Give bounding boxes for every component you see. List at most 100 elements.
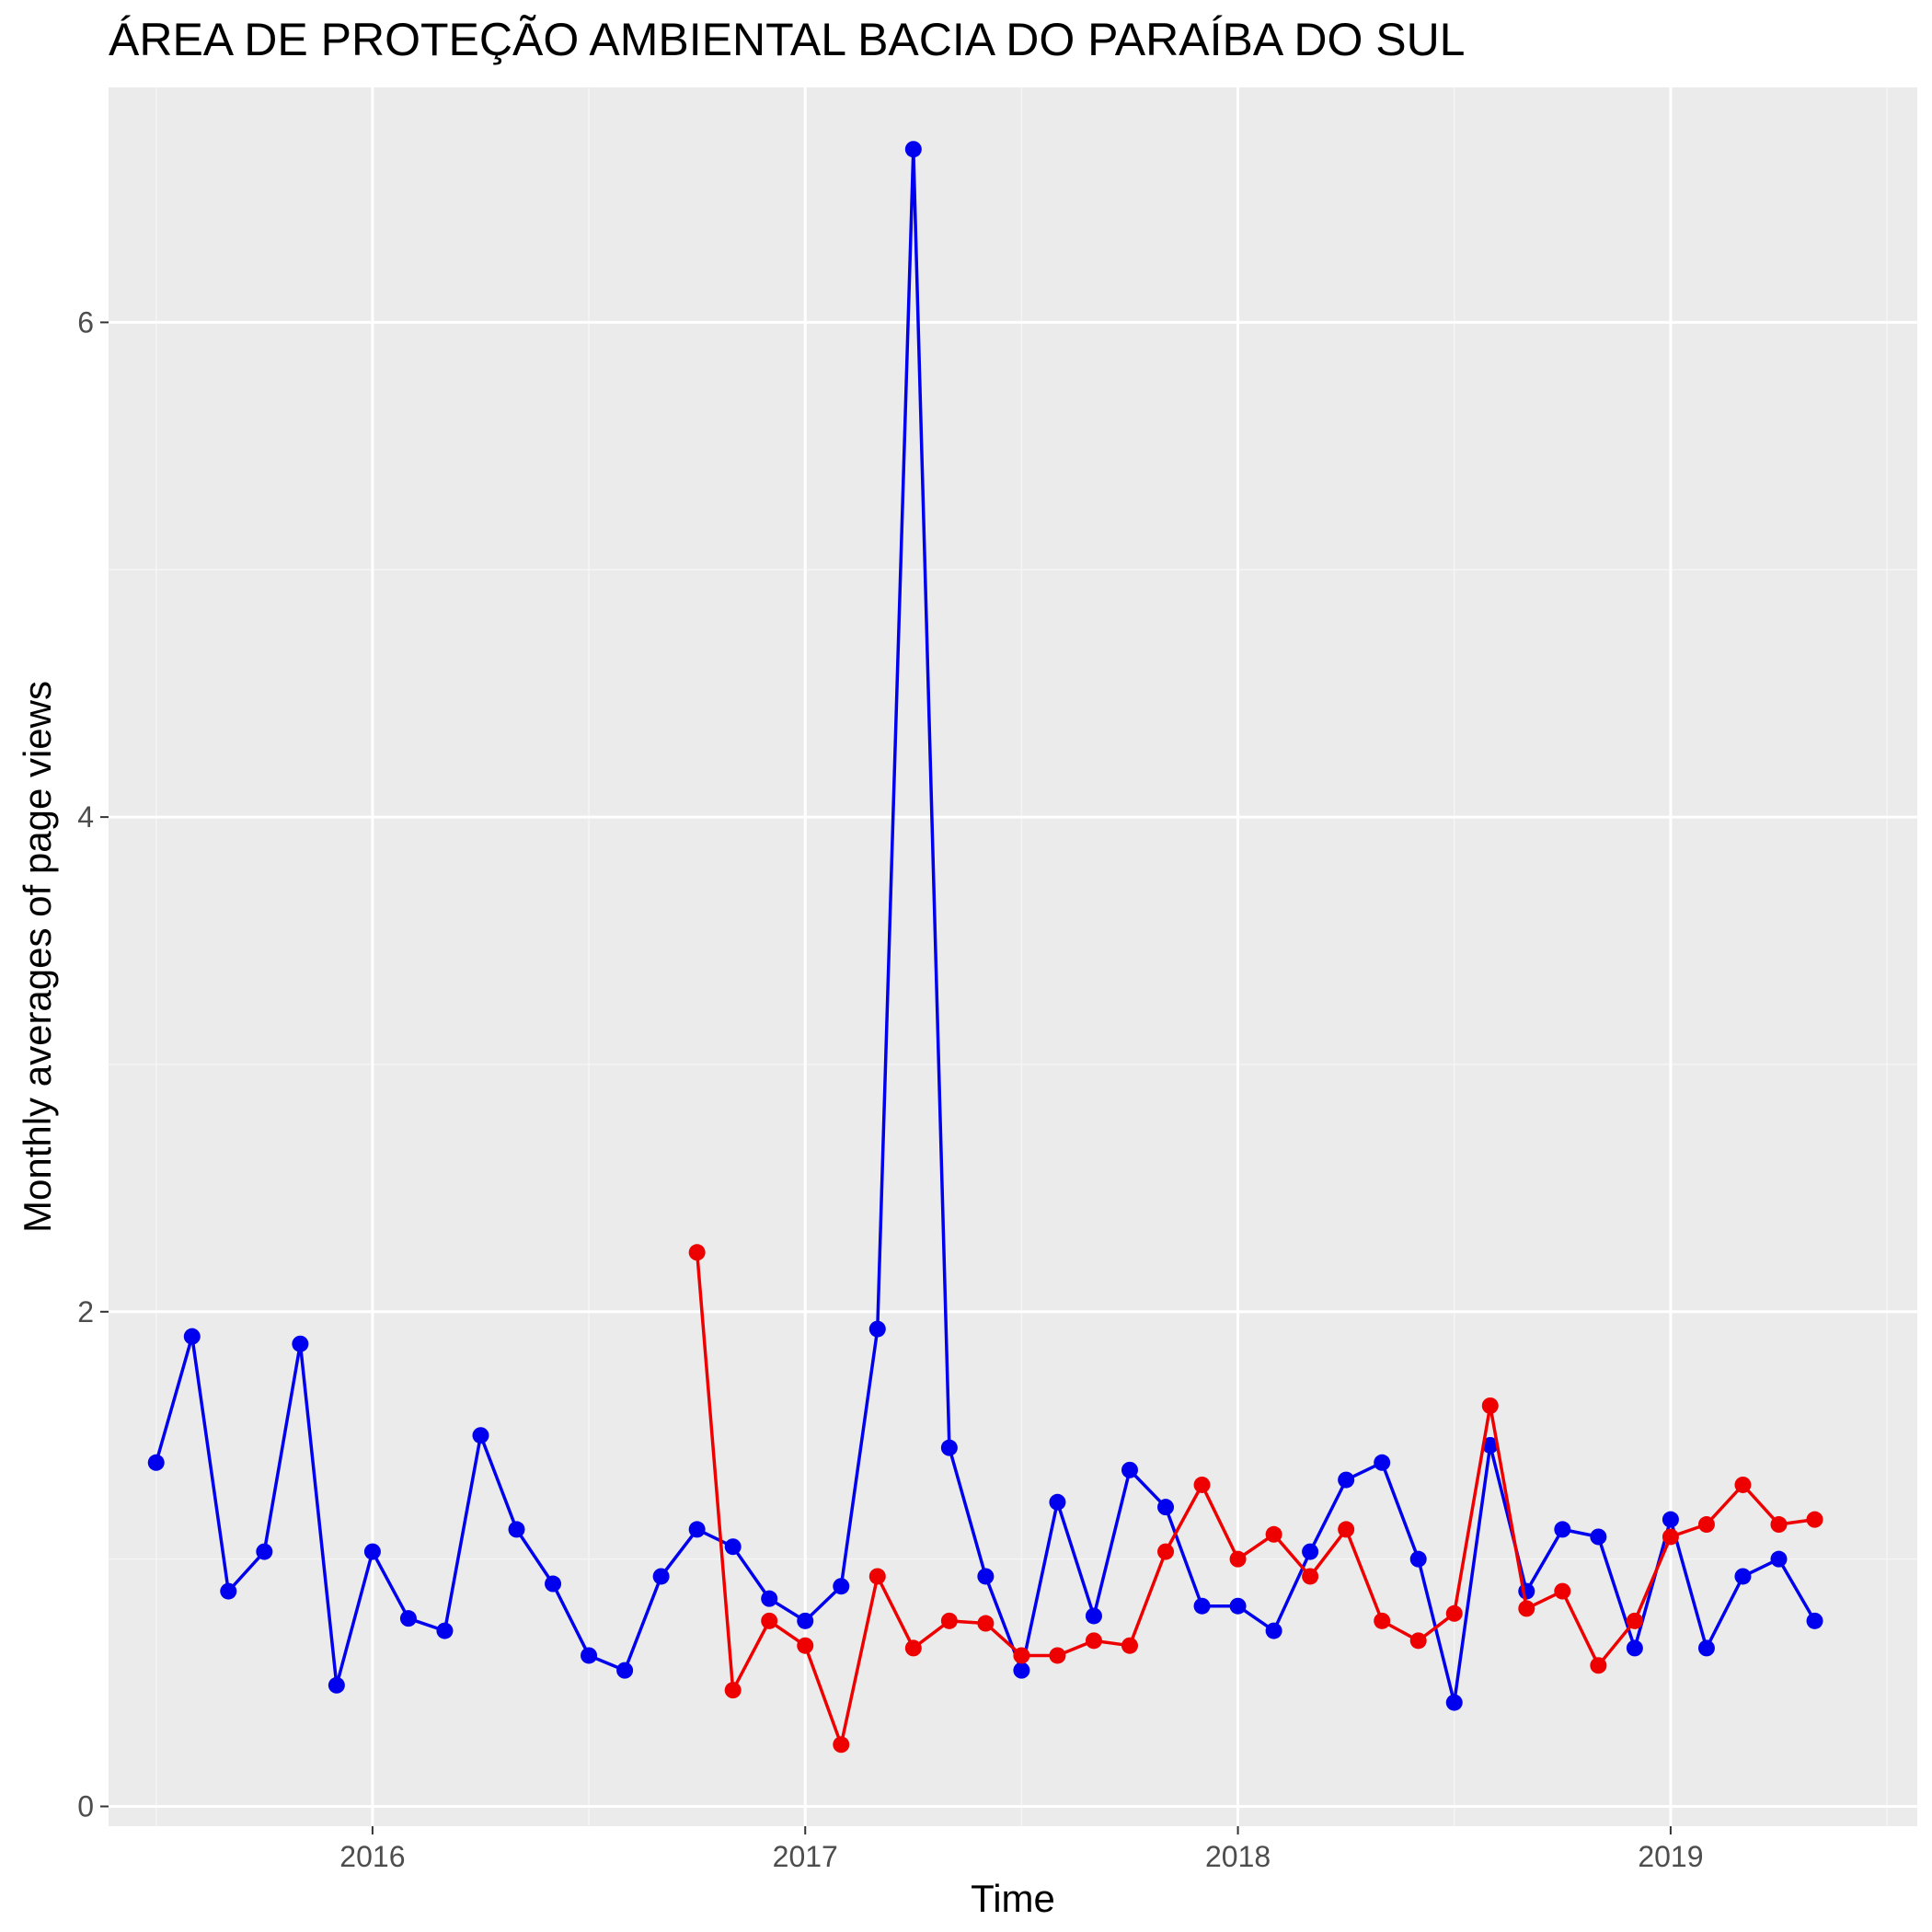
series-1-point xyxy=(472,1427,489,1444)
series-2-point xyxy=(1157,1543,1175,1560)
series-1-point xyxy=(1013,1662,1030,1679)
x-tick-label: 2018 xyxy=(1205,1840,1271,1873)
series-1-point xyxy=(581,1647,598,1664)
series-2-point xyxy=(724,1682,742,1699)
series-1-point xyxy=(688,1521,706,1538)
series-2-point xyxy=(688,1244,706,1261)
x-axis-tick-labels: 2016 2017 2018 2019 xyxy=(339,1840,1703,1873)
series-1-point xyxy=(1697,1639,1715,1657)
y-tick-label: 2 xyxy=(77,1295,94,1328)
series-2-point xyxy=(797,1637,814,1654)
series-2-point xyxy=(1770,1516,1788,1534)
y-axis-tick-labels: 0 2 4 6 xyxy=(77,305,94,1823)
series-2-point xyxy=(1265,1525,1282,1543)
series-1-point xyxy=(183,1328,201,1345)
major-gridlines xyxy=(109,87,1917,1826)
series-1-point xyxy=(1770,1550,1788,1568)
x-tick-label: 2019 xyxy=(1638,1840,1703,1873)
series-2-point xyxy=(1085,1632,1102,1650)
series-1-point xyxy=(1229,1597,1247,1615)
minor-gridlines xyxy=(109,87,1917,1826)
series-1 xyxy=(147,141,1823,1711)
series-1-point xyxy=(1193,1597,1211,1615)
series-2-point xyxy=(761,1612,778,1629)
series-2-point xyxy=(1806,1511,1823,1528)
series-1-point xyxy=(1445,1694,1463,1711)
series-1-point xyxy=(1626,1639,1643,1657)
series-1-point xyxy=(1662,1511,1679,1528)
series-1-point xyxy=(363,1543,381,1560)
chart-title: ÁREA DE PROTEÇÃO AMBIENTAL BACIA DO PARA… xyxy=(109,14,1466,65)
series-1-point xyxy=(1121,1461,1138,1478)
series-1-point xyxy=(1806,1612,1823,1629)
series-2-point xyxy=(1229,1550,1247,1568)
series-1-point xyxy=(1481,1436,1499,1454)
series-1-point xyxy=(328,1676,345,1694)
series-1-point xyxy=(1302,1543,1319,1560)
series-layer xyxy=(147,141,1823,1754)
series-2-point xyxy=(904,1639,922,1657)
series-1-point xyxy=(1049,1493,1066,1511)
series-1-point xyxy=(292,1335,309,1352)
series-2-point xyxy=(1193,1476,1211,1493)
series-1-point xyxy=(1374,1454,1391,1471)
series-2-point xyxy=(1338,1521,1355,1538)
series-2-point xyxy=(1445,1604,1463,1622)
series-1-point xyxy=(1590,1528,1607,1546)
series-2-point xyxy=(1626,1612,1643,1629)
plot-panel xyxy=(109,87,1917,1826)
series-2-point xyxy=(1121,1637,1138,1654)
series-2-point xyxy=(1049,1647,1066,1664)
series-2-point xyxy=(1734,1476,1752,1493)
series-1-point xyxy=(761,1590,778,1607)
y-tick-label: 6 xyxy=(77,305,94,339)
series-2-point xyxy=(1013,1647,1030,1664)
series-2-point xyxy=(1481,1397,1499,1414)
series-1-point xyxy=(797,1612,814,1629)
series-1-point xyxy=(1157,1499,1175,1516)
series-2-point xyxy=(1518,1600,1535,1617)
x-tick-label: 2016 xyxy=(339,1840,405,1873)
series-1-point xyxy=(147,1454,165,1471)
series-1-point xyxy=(545,1575,562,1593)
series-2-point xyxy=(833,1736,850,1754)
series-2-point xyxy=(1662,1528,1679,1546)
series-1-point xyxy=(868,1320,886,1338)
series-1-point xyxy=(508,1521,525,1538)
series-2-point xyxy=(1374,1612,1391,1629)
series-1-point xyxy=(220,1582,237,1600)
x-axis-title: Time xyxy=(971,1877,1055,1920)
series-1-point xyxy=(833,1578,850,1595)
axis-ticks xyxy=(100,321,1672,1834)
y-tick-label: 0 xyxy=(77,1789,94,1823)
x-tick-label: 2017 xyxy=(773,1840,838,1873)
series-2-line xyxy=(695,1252,1815,1747)
series-1-point xyxy=(616,1662,634,1679)
series-1-point xyxy=(977,1568,995,1585)
series-2-point xyxy=(1409,1632,1427,1650)
series-1-point xyxy=(1554,1521,1571,1538)
series-2-point xyxy=(1697,1516,1715,1534)
series-2-point xyxy=(868,1568,886,1585)
series-1-point xyxy=(1409,1550,1427,1568)
series-1-point xyxy=(904,141,922,158)
series-1-point xyxy=(1085,1607,1102,1625)
series-2-point xyxy=(977,1615,995,1632)
series-1-point xyxy=(940,1439,958,1456)
series-2-point xyxy=(1554,1582,1571,1600)
series-2-point xyxy=(1590,1657,1607,1674)
series-1-point xyxy=(436,1622,454,1639)
series-2-point xyxy=(1302,1568,1319,1585)
series-1-point xyxy=(1734,1568,1752,1585)
y-tick-label: 4 xyxy=(77,800,94,834)
series-1-point xyxy=(256,1543,273,1560)
series-1-point xyxy=(724,1538,742,1556)
y-axis-title: Monthly averages of page views xyxy=(16,681,59,1233)
series-1-point xyxy=(1265,1622,1282,1639)
series-1-point xyxy=(399,1610,417,1627)
series-1-point xyxy=(1518,1582,1535,1600)
series-2-point xyxy=(940,1612,958,1629)
series-2 xyxy=(688,1244,1823,1754)
